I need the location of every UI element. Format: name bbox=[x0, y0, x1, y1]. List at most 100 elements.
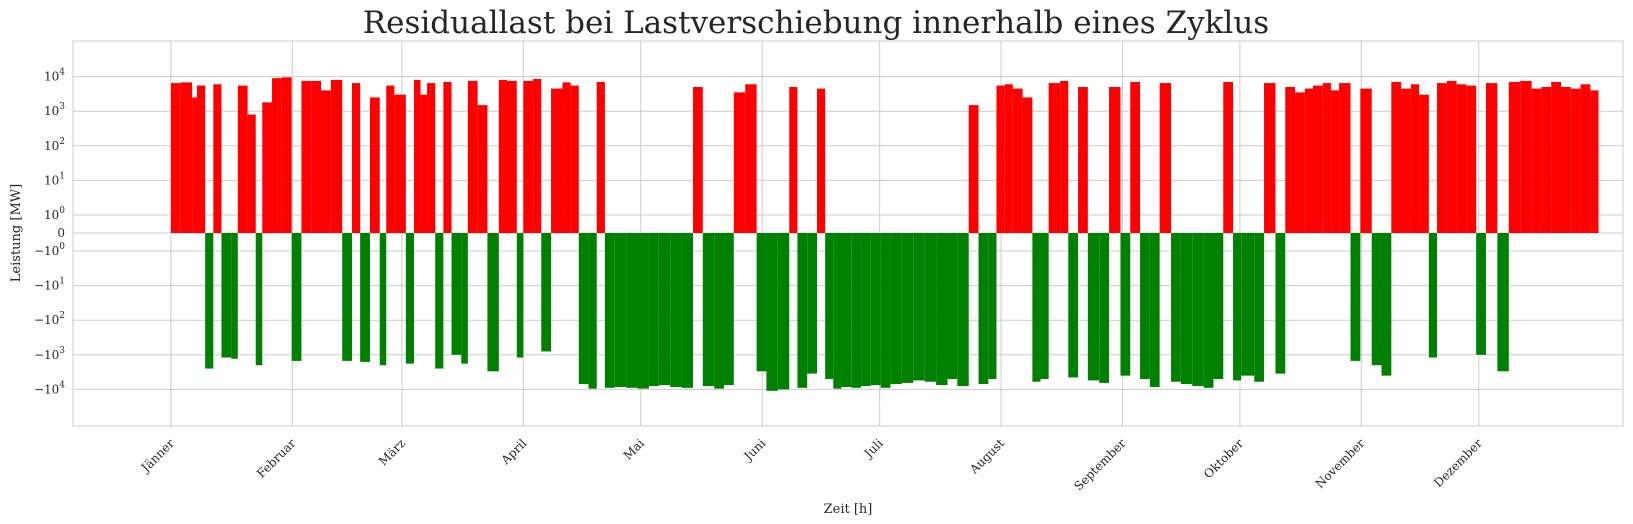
bar bbox=[321, 90, 331, 234]
bar bbox=[1313, 85, 1323, 233]
bar bbox=[1580, 84, 1591, 233]
y-tick-label: −103 bbox=[34, 346, 65, 362]
bar bbox=[1223, 81, 1234, 233]
bar bbox=[1360, 88, 1372, 233]
bar bbox=[1022, 97, 1033, 233]
bar bbox=[913, 233, 925, 381]
bar bbox=[1391, 81, 1402, 233]
bar bbox=[1466, 85, 1477, 233]
bar bbox=[301, 80, 312, 233]
bar bbox=[272, 78, 282, 233]
bar bbox=[1264, 83, 1276, 233]
bar bbox=[968, 105, 979, 233]
bar bbox=[1130, 81, 1141, 233]
bar bbox=[1109, 87, 1121, 233]
y-axis-label: Leistung [MW] bbox=[9, 184, 24, 282]
x-tick-label: Juni bbox=[740, 436, 768, 464]
bar bbox=[1497, 233, 1509, 372]
bar bbox=[936, 233, 948, 386]
bar bbox=[861, 233, 871, 387]
y-tick-label: −101 bbox=[34, 277, 65, 293]
bar bbox=[541, 233, 552, 352]
y-tick-labels: 104 103 102 101 100 0 −100 −101 −102 −103 −104 bbox=[34, 68, 65, 397]
bar bbox=[570, 85, 579, 233]
x-tick-labels: Jänner Februar März April Mai Juni Juli August S… bbox=[137, 436, 1485, 493]
x-tick-label: Dezember bbox=[1431, 436, 1485, 490]
x-tick-label: April bbox=[498, 436, 530, 468]
bar bbox=[1381, 233, 1392, 376]
bar bbox=[988, 233, 997, 379]
bar bbox=[533, 79, 542, 233]
bar bbox=[1213, 233, 1224, 379]
bar bbox=[1371, 233, 1382, 366]
bar bbox=[237, 85, 248, 233]
bar bbox=[467, 80, 478, 233]
bar bbox=[1285, 87, 1296, 233]
y-tick-label: 100 bbox=[44, 206, 65, 222]
bar bbox=[192, 97, 197, 233]
bar bbox=[1508, 81, 1521, 233]
plot-frame bbox=[72, 40, 1624, 427]
bar bbox=[562, 82, 571, 233]
bar bbox=[1590, 90, 1599, 234]
bar bbox=[360, 233, 370, 362]
x-tick-label: September bbox=[1071, 436, 1128, 493]
bar bbox=[1410, 84, 1420, 233]
bar bbox=[551, 88, 563, 233]
bar bbox=[841, 233, 852, 387]
bar bbox=[205, 233, 214, 369]
bar bbox=[1012, 88, 1023, 233]
bar bbox=[870, 233, 881, 386]
bar bbox=[369, 97, 380, 233]
bar bbox=[1531, 88, 1542, 233]
x-tick-label: Oktober bbox=[1201, 436, 1246, 481]
bar bbox=[1040, 233, 1049, 379]
bar bbox=[523, 80, 534, 233]
bar bbox=[681, 233, 693, 388]
x-tick-label: August bbox=[966, 436, 1007, 477]
bar bbox=[578, 233, 589, 385]
bar bbox=[1446, 80, 1457, 233]
bar bbox=[817, 88, 826, 233]
bar bbox=[255, 233, 263, 366]
bar bbox=[789, 87, 798, 233]
x-axis-label: Zeit [h] bbox=[824, 502, 873, 517]
bar bbox=[1476, 233, 1486, 355]
x-tick-label: Jänner bbox=[137, 436, 177, 476]
bar bbox=[1401, 88, 1411, 233]
bar bbox=[443, 81, 452, 233]
bar bbox=[247, 114, 256, 233]
bar bbox=[1561, 87, 1571, 233]
bar bbox=[1087, 233, 1100, 381]
x-tick-label: Juli bbox=[860, 436, 886, 462]
bar bbox=[1254, 233, 1265, 382]
bar bbox=[1570, 88, 1581, 233]
bar bbox=[281, 77, 292, 234]
bar bbox=[1048, 83, 1061, 233]
bar bbox=[1060, 80, 1069, 233]
bar bbox=[420, 94, 428, 233]
y-tick-label: 104 bbox=[44, 68, 65, 84]
bar bbox=[756, 233, 767, 372]
bar bbox=[833, 233, 842, 389]
bar bbox=[1428, 233, 1437, 358]
bar bbox=[957, 233, 969, 387]
bar bbox=[1032, 233, 1041, 382]
bar bbox=[427, 83, 436, 233]
bar bbox=[507, 80, 517, 233]
bar bbox=[626, 233, 638, 388]
bar bbox=[996, 85, 1005, 233]
bar bbox=[451, 233, 462, 355]
bar bbox=[213, 84, 222, 233]
bar bbox=[435, 233, 444, 369]
bar bbox=[702, 233, 715, 387]
y-tick-label: 0 bbox=[57, 226, 65, 240]
bar bbox=[648, 233, 659, 387]
bar bbox=[714, 233, 724, 389]
bar bbox=[693, 87, 703, 233]
chart-title: Residuallast bei Lastverschiebung innerh… bbox=[363, 5, 1269, 41]
bar bbox=[1149, 233, 1160, 387]
bar bbox=[658, 233, 671, 386]
bar bbox=[394, 94, 406, 233]
bar bbox=[1541, 87, 1552, 233]
